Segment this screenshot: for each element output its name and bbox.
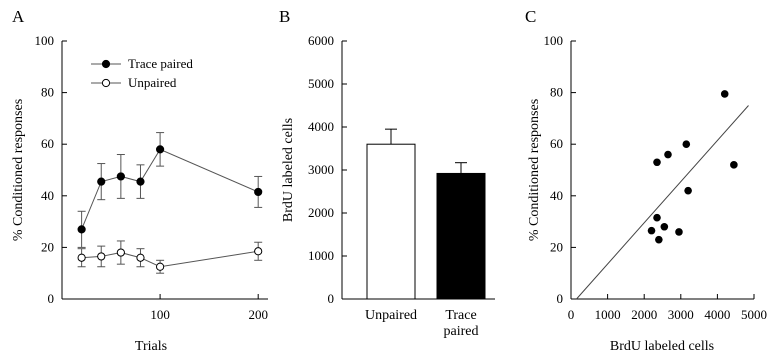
scatter-point <box>682 140 691 148</box>
panel-c-y-tick-label: 100 <box>544 33 564 48</box>
panel-a-y-tick-label: 40 <box>41 188 54 203</box>
panel-b-y-tick-label: 0 <box>328 291 335 306</box>
panel-b-category-label: Unpaired <box>365 308 417 323</box>
scatter-point <box>675 228 683 236</box>
panel-a-y-tick-label: 60 <box>41 136 54 151</box>
panel-a-letter: A <box>12 7 25 26</box>
panel-a-y-tick-label: 20 <box>41 239 54 254</box>
panel-a-y-tick-label: 80 <box>41 85 54 100</box>
panel-c-x-tick-label: 5000 <box>741 307 767 322</box>
data-point-trace-paired <box>97 177 106 186</box>
panel-c-y-label: % Conditioned responses <box>527 99 542 241</box>
data-point-unpaired <box>155 262 165 271</box>
panel-b-y-tick-label: 5000 <box>308 76 334 91</box>
panel-c-points <box>647 90 738 244</box>
panel-c-y-tick-label: 40 <box>550 188 563 203</box>
panel-a-x-ticks: 100 200 <box>150 294 268 322</box>
scatter-point <box>660 222 669 231</box>
panel-b-y-tick-label: 6000 <box>308 33 334 48</box>
panel-c-y-tick-label: 20 <box>550 239 563 254</box>
panel-b: B 0 1000 2000 3000 4000 5000 6000 BrdU labeled… <box>279 7 495 339</box>
data-point-trace-paired <box>155 145 165 154</box>
data-point-trace-paired <box>254 187 263 197</box>
scatter-point <box>653 213 661 222</box>
scatter-point <box>730 161 738 169</box>
scatter-point <box>684 186 692 195</box>
panel-c-letter: C <box>525 7 536 26</box>
panel-a-legend: Trace paired Unpaired <box>91 56 193 90</box>
panel-c-y-tick-label: 0 <box>557 291 564 306</box>
panel-b-y-label: BrdU labeled cells <box>281 118 296 222</box>
panel-c-x-label: BrdU labeled cells <box>610 339 714 354</box>
series-line-trace-paired <box>81 148 259 230</box>
panel-b-y-tick-label: 2000 <box>308 205 334 220</box>
scatter-point <box>655 235 663 244</box>
legend-unpaired-marker <box>101 78 111 88</box>
panel-c-y-tick-label: 60 <box>550 136 563 151</box>
panel-c-x-tick-label: 3000 <box>668 307 694 322</box>
panel-a-y-label: % Conditioned responses <box>11 99 26 241</box>
panel-b-bars <box>366 128 486 300</box>
data-point-unpaired <box>136 253 145 262</box>
scatter-point <box>653 158 661 167</box>
bar-1 <box>436 172 486 300</box>
data-point-trace-paired <box>77 225 86 234</box>
regression-line <box>576 105 749 300</box>
bar-0 <box>366 143 416 300</box>
panel-a-x-tick-label: 200 <box>248 307 268 322</box>
panel-c-x-tick-label: 1000 <box>595 307 621 322</box>
panel-b-y-tick-label: 4000 <box>308 119 334 134</box>
panel-c-x-tick-label: 2000 <box>631 307 657 322</box>
panel-a-x-label: Trials <box>135 339 167 354</box>
panel-c-x-ticks: 0 1000 2000 3000 4000 5000 <box>568 294 767 322</box>
panel-c-x-tick-label: 0 <box>568 307 575 322</box>
panel-c-fit-line-group <box>576 105 749 300</box>
panel-a-x-tick-label: 100 <box>150 307 170 322</box>
scatter-point <box>720 90 729 98</box>
series-line-unpaired <box>81 250 259 268</box>
panel-b-letter: B <box>279 7 290 26</box>
panel-c-x-tick-label: 4000 <box>704 307 730 322</box>
data-point-unpaired <box>116 248 125 257</box>
data-point-unpaired <box>97 252 106 261</box>
panel-a-series <box>77 132 263 274</box>
panel-a-y-tick-label: 100 <box>35 33 55 48</box>
legend-trace-paired-label: Trace paired <box>128 56 193 71</box>
legend-trace-paired-marker <box>101 59 111 69</box>
panel-c: C 0 20 40 60 80 100 0 1000 2000 3000 4000 5000 Brd… <box>525 7 767 354</box>
panel-b-category-label: Trace <box>445 308 476 323</box>
series-unpaired <box>77 240 263 274</box>
data-point-trace-paired <box>116 172 125 181</box>
panel-a-y-ticks: 0 20 40 60 80 100 <box>35 33 67 306</box>
data-point-unpaired <box>77 253 86 262</box>
panel-b-y-ticks: 0 1000 2000 3000 4000 5000 6000 <box>308 33 347 306</box>
panel-a: A 0 20 40 60 80 100 100 200 Trials % Condition… <box>11 7 268 354</box>
data-point-trace-paired <box>136 177 145 186</box>
scatter-point <box>664 150 672 159</box>
panel-b-category-label: paired <box>444 324 479 339</box>
panel-c-y-tick-label: 80 <box>550 85 563 100</box>
panel-a-y-tick-label: 0 <box>48 291 55 306</box>
panel-b-y-tick-label: 3000 <box>308 162 334 177</box>
data-point-unpaired <box>254 247 263 256</box>
panel-c-y-ticks: 0 20 40 60 80 100 <box>544 33 576 306</box>
scatter-point <box>647 226 656 235</box>
legend-unpaired-label: Unpaired <box>128 75 177 90</box>
panel-b-y-tick-label: 1000 <box>308 248 334 263</box>
series-trace-paired <box>77 132 263 248</box>
